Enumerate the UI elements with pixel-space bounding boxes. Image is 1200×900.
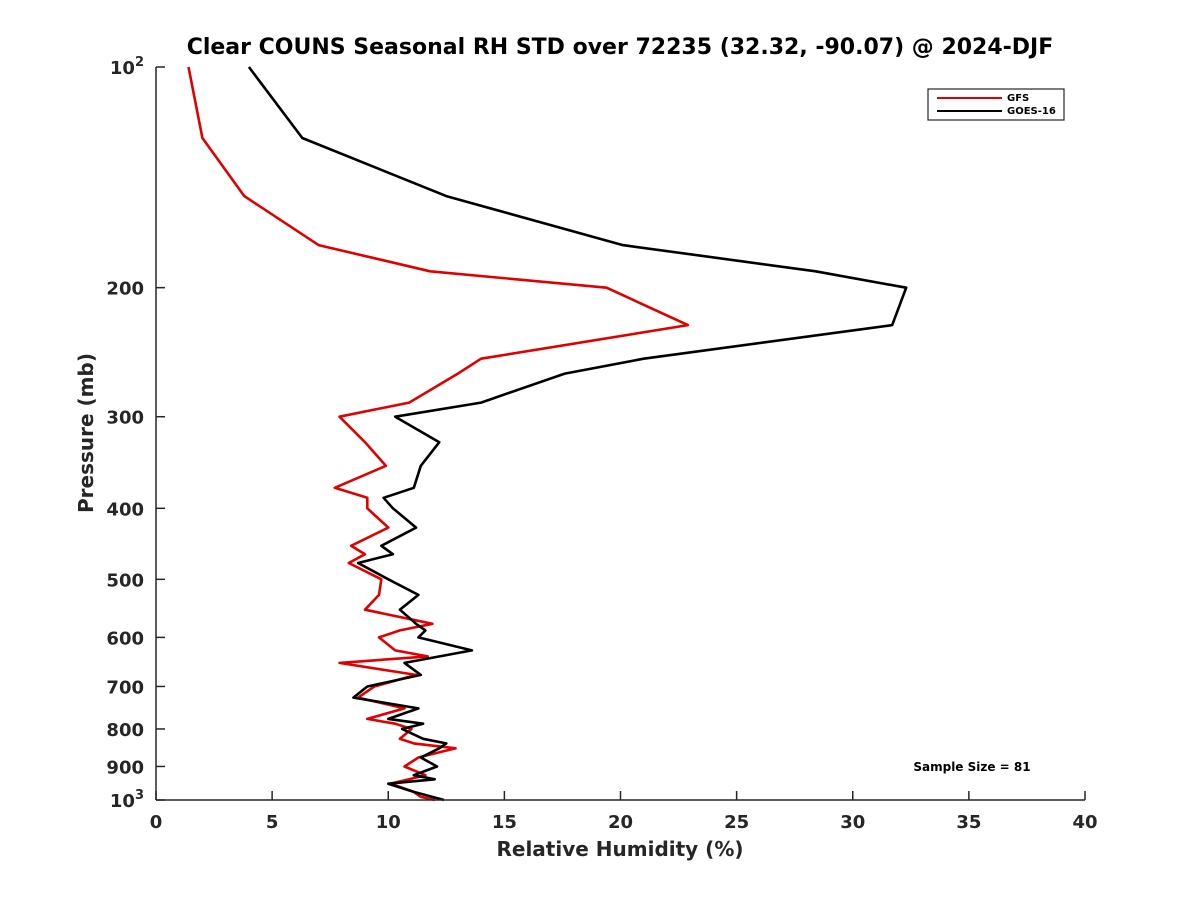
plot-series [187, 66, 908, 802]
x-axis-label: Relative Humidity (%) [496, 837, 743, 861]
y-tick-label: 400 [106, 499, 144, 520]
x-tick-label: 40 [1072, 812, 1097, 833]
series-line-gfs [187, 66, 690, 802]
y-tick-label: 800 [106, 720, 144, 741]
y-tick-label: 102 [110, 55, 144, 79]
x-tick-label: 35 [956, 812, 981, 833]
y-tick-label: 103 [110, 788, 144, 812]
y-tick-label: 700 [106, 677, 144, 698]
x-tick-label: 25 [724, 812, 749, 833]
x-tick-label: 30 [840, 812, 865, 833]
axes [155, 67, 1085, 801]
chart-title: Clear COUNS Seasonal RH STD over 72235 (… [187, 35, 1054, 60]
y-ticks: 102 200 300 400 500 600 700 800 900 103 [106, 55, 165, 812]
series-line-goes16 [247, 66, 908, 802]
legend-box [927, 88, 1065, 121]
y-tick-label: 900 [106, 757, 144, 778]
x-tick-label: 0 [150, 812, 163, 833]
legend-label-gfs: GFS [1007, 93, 1029, 104]
y-tick-label: 600 [106, 628, 144, 649]
y-axis-label: Pressure (mb) [74, 353, 98, 513]
legend-label-goes16: GOES-16 [1007, 106, 1056, 117]
y-tick-label: 300 [106, 408, 144, 429]
legend: GFS GOES-16 [927, 88, 1065, 121]
y-tick-label: 500 [106, 570, 144, 591]
y-tick-label: 200 [106, 279, 144, 300]
x-tick-label: 5 [266, 812, 279, 833]
x-tick-label: 15 [492, 812, 517, 833]
x-tick-label: 20 [608, 812, 633, 833]
x-tick-label: 10 [376, 812, 401, 833]
x-ticks: 0 5 10 15 20 25 30 35 40 [150, 791, 1098, 833]
sample-size-annotation: Sample Size = 81 [913, 760, 1030, 774]
